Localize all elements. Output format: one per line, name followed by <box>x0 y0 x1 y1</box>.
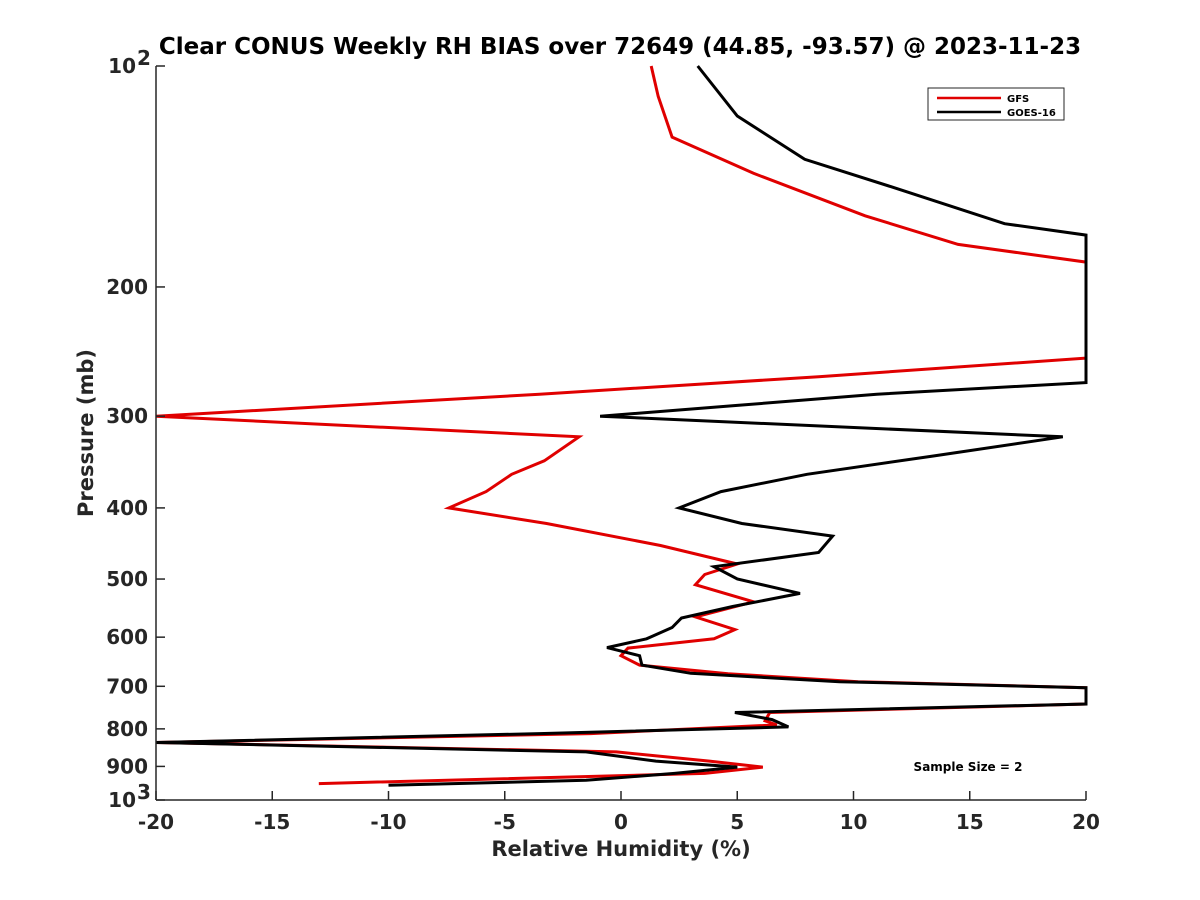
x-tick-label: -15 <box>254 810 290 834</box>
y-tick-label: 600 <box>106 625 148 649</box>
y-tick-label: 800 <box>106 717 148 741</box>
x-tick-label: 5 <box>730 810 744 834</box>
x-tick-label: 20 <box>1072 810 1100 834</box>
chart-title: Clear CONUS Weekly RH BIAS over 72649 (4… <box>159 34 1081 60</box>
y-tick-label: 10 <box>108 54 136 78</box>
series-layer <box>155 65 1088 787</box>
legend-label: GOES-16 <box>1007 108 1056 119</box>
y-tick-exponent: 2 <box>137 46 151 70</box>
x-tick-label: 15 <box>956 810 984 834</box>
sample-size-annotation: Sample Size = 2 <box>914 760 1023 774</box>
x-ticks: -20 -15 -10 -5 0 5 10 15 20 <box>138 791 1100 834</box>
x-tick-label: -10 <box>370 810 406 834</box>
y-tick-label: 900 <box>106 754 148 778</box>
y-tick-label: 300 <box>106 404 148 428</box>
legend-label: GFS <box>1007 94 1029 105</box>
x-tick-label: 10 <box>840 810 868 834</box>
x-axis-label: Relative Humidity (%) <box>491 837 750 861</box>
plot-area <box>156 66 1086 800</box>
y-tick-label: 700 <box>106 674 148 698</box>
y-tick-label: 500 <box>106 567 148 591</box>
x-tick-label: -5 <box>494 810 516 834</box>
series-line-goes-16 <box>155 65 1088 787</box>
y-tick-label: 200 <box>106 275 148 299</box>
y-tick-label: 10 <box>108 788 136 812</box>
legend-box <box>927 87 1065 121</box>
legend: GFS GOES-16 <box>927 87 1065 121</box>
x-tick-label: -20 <box>138 810 174 834</box>
y-tick-label: 400 <box>106 496 148 520</box>
y-axis-label: Pressure (mb) <box>74 349 98 517</box>
y-tick-exponent: 3 <box>137 780 151 804</box>
x-tick-label: 0 <box>614 810 628 834</box>
